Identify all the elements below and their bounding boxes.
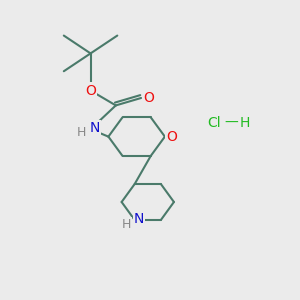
Text: H: H bbox=[77, 126, 86, 139]
Text: O: O bbox=[143, 91, 154, 105]
Text: O: O bbox=[85, 84, 96, 98]
Text: N: N bbox=[134, 212, 144, 226]
Text: H: H bbox=[122, 218, 131, 231]
Text: Cl: Cl bbox=[207, 116, 221, 130]
Text: —: — bbox=[225, 116, 238, 130]
Text: N: N bbox=[90, 121, 100, 135]
Text: O: O bbox=[166, 130, 177, 144]
Text: H: H bbox=[240, 116, 250, 130]
